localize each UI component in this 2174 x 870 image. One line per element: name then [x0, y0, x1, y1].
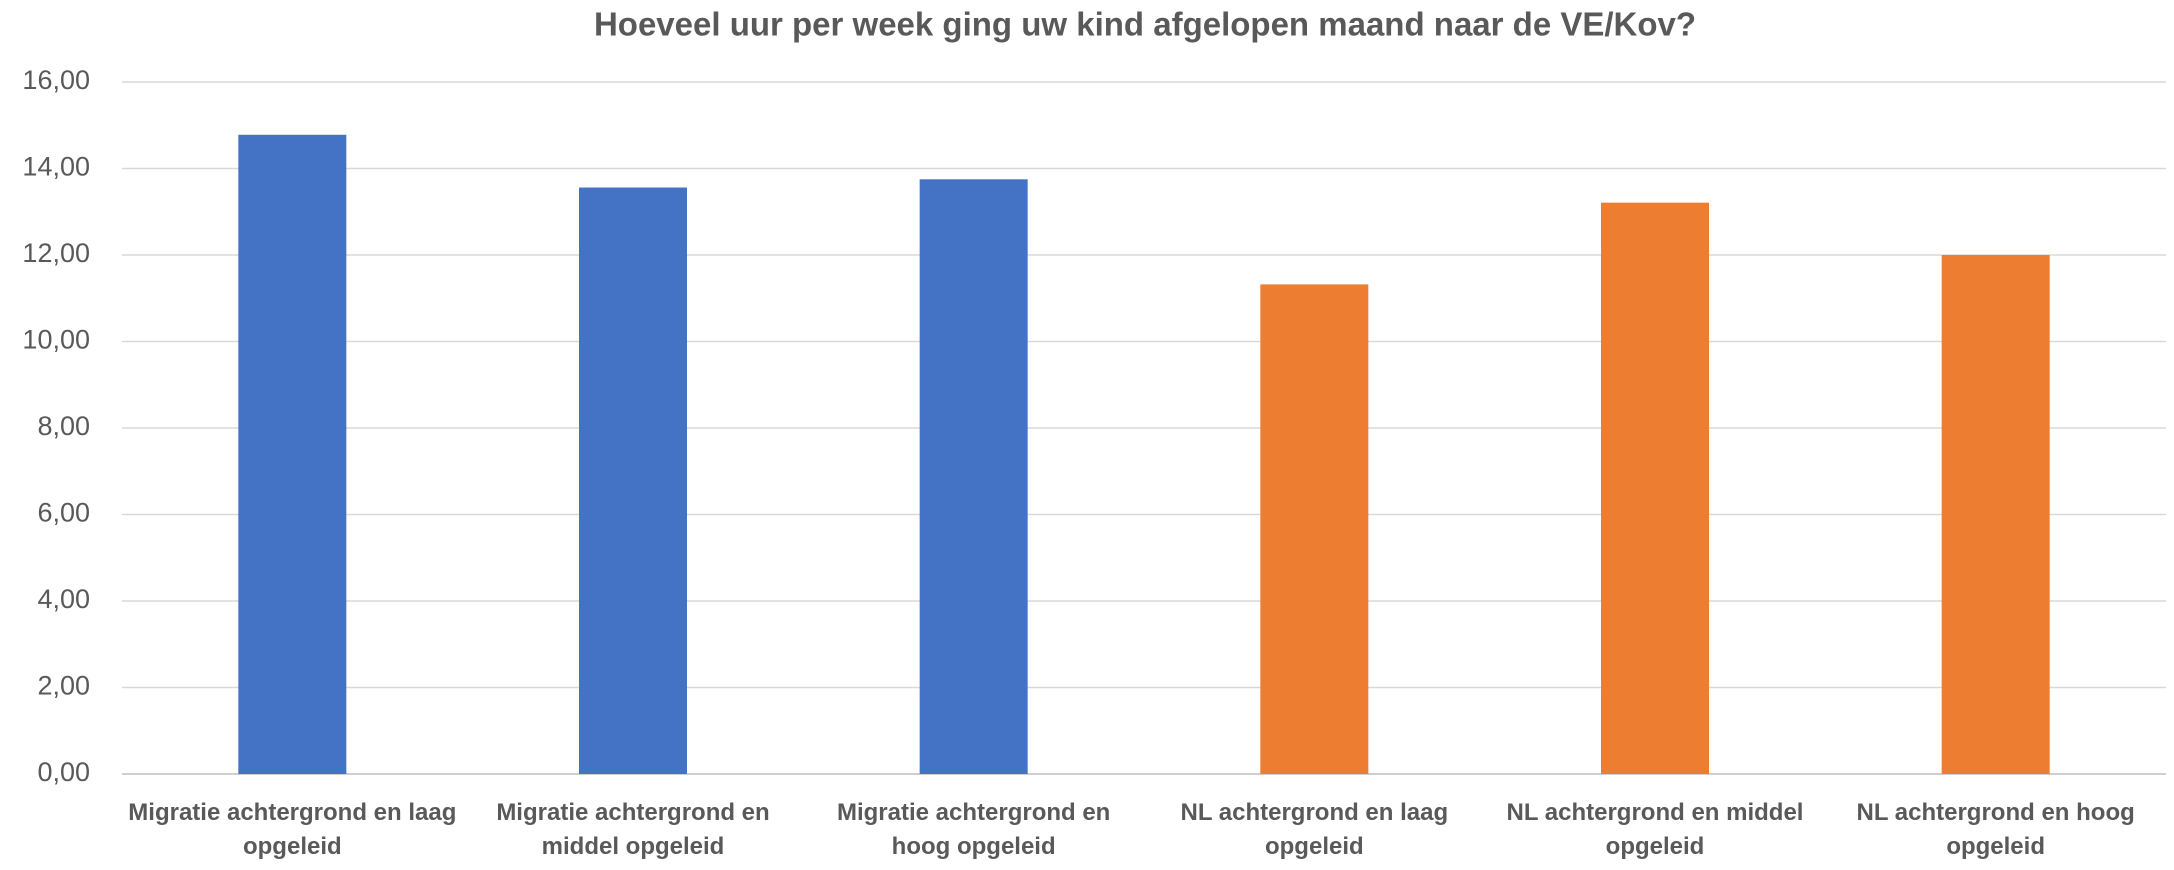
y-tick-label: 4,00	[37, 584, 90, 614]
x-tick-label: NL achtergrond en laag opgeleid	[1180, 799, 1449, 860]
x-tick-label: Migratie achtergrond en hoog opgeleid	[836, 799, 1111, 860]
y-tick-label: 10,00	[22, 325, 90, 355]
bar	[1941, 255, 2050, 774]
x-tick-label: NL achtergrond en hoog opgeleid	[1856, 799, 2135, 860]
y-tick-label: 2,00	[37, 671, 90, 701]
y-tick-label: 12,00	[22, 238, 90, 268]
x-tick-label: NL achtergrond en middel opgeleid	[1506, 799, 1804, 860]
y-tick-label: 16,00	[22, 65, 90, 95]
bar	[579, 187, 687, 774]
y-tick-label: 6,00	[37, 498, 90, 528]
x-tick-label: Migratie achtergrond en middel opgeleid	[496, 799, 770, 860]
bar	[1601, 202, 1709, 775]
y-tick-label: 0,00	[37, 757, 90, 787]
bar	[238, 134, 347, 774]
chart-title: Hoeveel uur per week ging uw kind afgelo…	[594, 6, 1696, 43]
y-tick-label: 8,00	[37, 411, 90, 441]
bar	[1260, 284, 1369, 774]
bar	[919, 179, 1028, 774]
x-tick-label: Migratie achtergrond en laag opgeleid	[128, 799, 457, 860]
y-tick-label: 14,00	[22, 152, 90, 182]
